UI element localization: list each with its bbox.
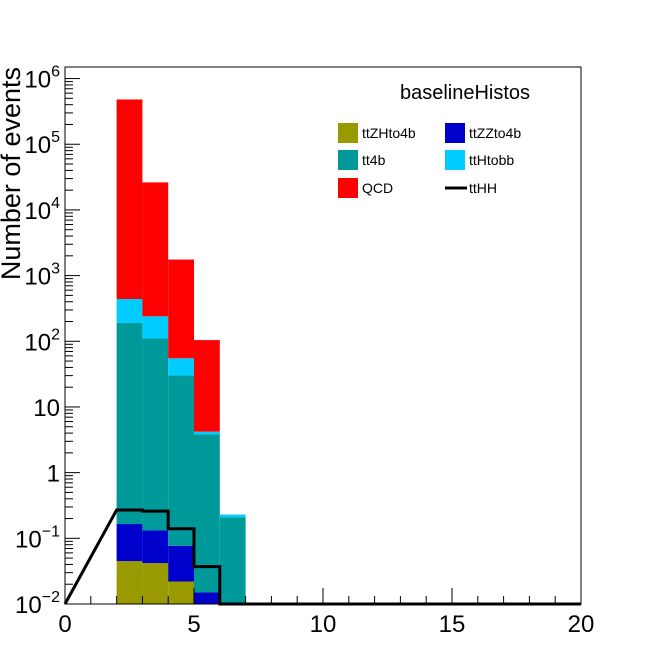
bar-ttHtobb-bin-4 — [219, 514, 246, 518]
legend-label-ttZHto4b: ttZHto4b — [362, 125, 416, 141]
bar-QCD-bin-0 — [116, 99, 143, 300]
y-tick-label: 10−1 — [15, 523, 60, 553]
x-tick-label: 0 — [58, 611, 71, 638]
x-tick-label: 10 — [310, 611, 337, 638]
bar-ttZZto4b-bin-2 — [168, 545, 194, 582]
bar-tt4b-bin-2 — [168, 375, 194, 546]
x-tick-label: 20 — [568, 611, 595, 638]
bar-QCD-bin-1 — [142, 182, 169, 317]
legend-label-tt4b: tt4b — [362, 152, 386, 168]
legend-label-ttHtobb: ttHtobb — [469, 152, 514, 168]
chart-title: baselineHistos — [400, 82, 530, 104]
legend-label-QCD: QCD — [362, 180, 393, 196]
y-tick-label: 10−2 — [15, 589, 60, 619]
bar-ttZHto4b-bin-0 — [116, 561, 143, 604]
bar-tt4b-bin-1 — [142, 338, 169, 531]
y-axis-label: Number of events — [0, 67, 26, 280]
bar-tt4b-bin-3 — [194, 434, 220, 593]
y-tick-label: 102 — [24, 326, 60, 356]
legend-swatch-ttHtobb — [445, 150, 465, 170]
bar-ttHtobb-bin-3 — [194, 431, 220, 435]
bar-tt4b-bin-0 — [116, 322, 143, 525]
legend-swatch-tt4b — [338, 150, 358, 170]
bar-ttZHto4b-bin-1 — [142, 563, 169, 604]
y-tick-label: 10 — [33, 395, 60, 422]
legend: ttZHto4b ttZZto4b tt4b ttHtobb QCD ttHH — [338, 123, 521, 198]
y-tick-label: 1 — [47, 461, 60, 488]
legend-swatch-ttZHto4b — [338, 123, 358, 143]
bar-ttZHto4b-bin-2 — [168, 581, 194, 604]
legend-swatch-QCD — [338, 178, 358, 198]
y-tick-label: 105 — [24, 129, 60, 159]
y-tick-label: 106 — [24, 64, 60, 94]
bar-ttZZto4b-bin-3 — [194, 592, 220, 604]
bar-ttHtobb-bin-2 — [168, 358, 194, 376]
bar-ttHtobb-bin-0 — [116, 299, 143, 323]
y-axis: 10−2 10−1 1 10 102 103 104 105 106 — [15, 64, 80, 619]
bar-tt4b-bin-4 — [219, 517, 246, 604]
x-tick-label: 5 — [187, 611, 200, 638]
bar-ttZZto4b-bin-0 — [116, 524, 143, 562]
x-tick-label: 15 — [439, 611, 466, 638]
bar-ttHtobb-bin-1 — [142, 316, 169, 339]
bar-QCD-bin-2 — [168, 259, 194, 359]
y-tick-label: 103 — [24, 261, 60, 291]
bar-ttZZto4b-bin-1 — [142, 530, 169, 564]
legend-label-ttHH: ttHH — [469, 180, 497, 196]
y-tick-label: 104 — [24, 195, 60, 225]
legend-label-ttZZto4b: ttZZto4b — [469, 125, 521, 141]
legend-swatch-ttZZto4b — [445, 123, 465, 143]
bar-QCD-bin-3 — [194, 340, 220, 432]
x-axis: 0 5 10 15 20 — [58, 588, 594, 638]
